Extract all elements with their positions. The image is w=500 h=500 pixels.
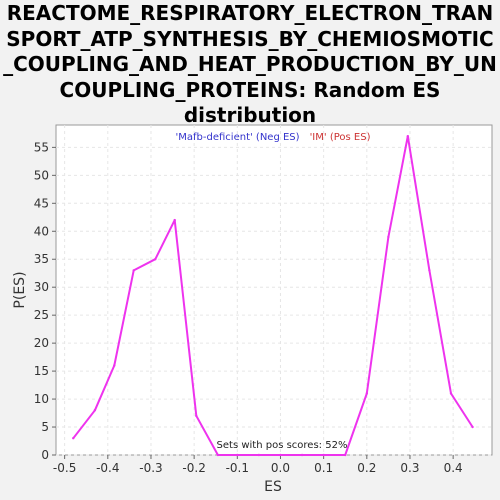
series <box>72 134 474 457</box>
x-tick-label: -0.3 <box>139 461 162 475</box>
title-line-3: _COUPLING_AND_HEAT_PRODUCTION_BY_UN <box>3 52 497 76</box>
data-point <box>154 258 157 261</box>
data-point <box>365 392 369 395</box>
y-tick-label: 25 <box>34 308 49 322</box>
x-tick-label: 0.3 <box>400 461 419 475</box>
y-tick-label: 35 <box>34 252 49 266</box>
data-point <box>72 437 75 440</box>
data-point <box>195 414 198 418</box>
data-point <box>279 453 282 457</box>
x-tick-label: 0.1 <box>314 461 333 475</box>
y-tick-label: 40 <box>34 224 49 238</box>
y-tick-label: 50 <box>34 168 49 182</box>
data-point <box>216 453 220 457</box>
y-tick-label: 0 <box>41 448 49 462</box>
chart-title: REACTOME_RESPIRATORY_ELECTRON_TRAN SPORT… <box>0 1 500 129</box>
y-tick-label: 45 <box>34 196 49 210</box>
y-tick-label: 30 <box>34 280 49 294</box>
y-tick-label: 55 <box>34 140 49 154</box>
legend: 'Mafb-deficient' (Neg ES) 'IM' (Pos ES) <box>176 132 371 143</box>
data-point <box>471 425 474 429</box>
x-axis-label: ES <box>264 479 282 495</box>
data-point <box>387 235 390 239</box>
x-tick-label: 0.0 <box>271 461 290 475</box>
data-point <box>428 269 431 272</box>
data-point <box>344 453 347 457</box>
data-point <box>406 134 410 138</box>
y-tick-label: 10 <box>34 392 49 406</box>
title-line-2: SPORT_ATP_SYNTHESIS_BY_CHEMIOSMOTIC <box>6 26 494 51</box>
x-tick-label: 0.4 <box>444 461 463 475</box>
legend-neg-label: 'Mafb-deficient' (Neg ES) <box>176 132 300 143</box>
title-line-1: REACTOME_RESPIRATORY_ELECTRON_TRAN <box>6 1 494 25</box>
grid <box>56 125 492 456</box>
x-tick-label: -0.5 <box>53 461 76 475</box>
title-line-5: distribution <box>183 103 317 127</box>
title-line-4: COUPLING_PROTEINS: Random ES <box>59 77 441 102</box>
data-point <box>449 392 453 395</box>
es-distribution-line <box>72 135 474 456</box>
data-point <box>257 453 261 457</box>
pos-scores-annotation: Sets with pos scores: 52% <box>217 440 348 451</box>
data-point <box>132 269 135 272</box>
y-tick-label: 15 <box>34 364 49 378</box>
y-axis-label: P(ES) <box>12 271 28 308</box>
data-point <box>322 453 325 457</box>
plot-background <box>55 124 493 456</box>
data-point <box>113 364 116 367</box>
axes: -0.5 -0.4 -0.3 -0.2 -0.1 0.0 0.1 0.2 0.3 0.4 0 5 10 1… <box>34 140 463 475</box>
y-tick-label: 5 <box>41 420 49 434</box>
data-point <box>300 453 304 457</box>
data-point <box>173 218 176 222</box>
data-point <box>236 453 239 457</box>
legend-pos-label: 'IM' (Pos ES) <box>310 132 371 143</box>
y-tick-label: 20 <box>34 336 49 350</box>
data-point <box>93 409 97 412</box>
x-tick-label: 0.2 <box>357 461 376 475</box>
x-tick-label: -0.4 <box>96 461 119 475</box>
x-tick-label: -0.1 <box>226 461 249 475</box>
x-tick-label: -0.2 <box>182 461 205 475</box>
